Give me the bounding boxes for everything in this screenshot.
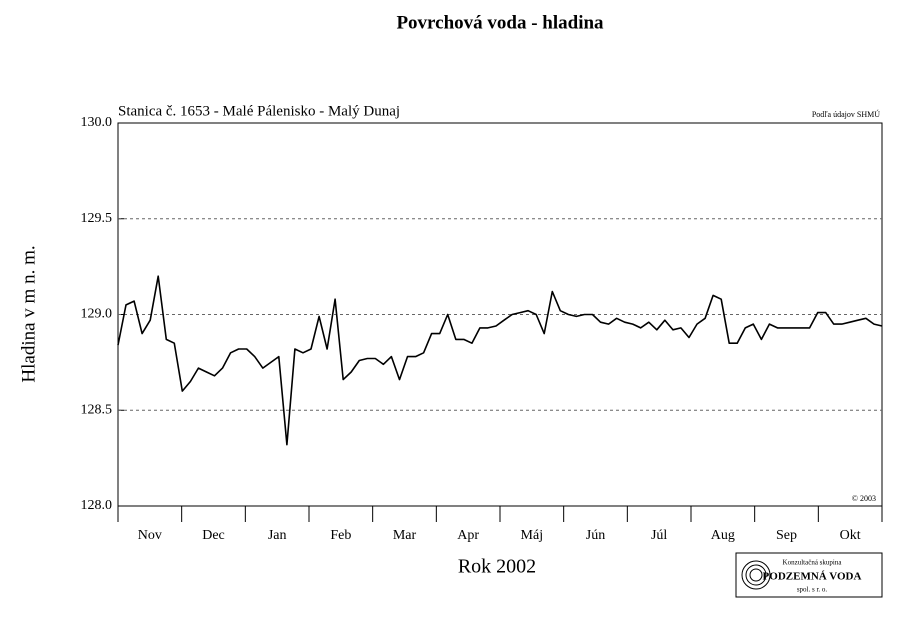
- y-tick-label: 129.0: [81, 307, 113, 322]
- logo-icon: [741, 560, 771, 590]
- x-axis-label: Rok 2002: [458, 556, 536, 578]
- x-tick-label: Nov: [138, 528, 162, 543]
- y-axis-label: Hladina v m n. m.: [18, 245, 39, 382]
- y-tick-label: 128.0: [81, 498, 113, 513]
- source-note: Podľa údajov SHMÚ: [812, 109, 880, 119]
- chart-subtitle: Stanica č. 1653 - Malé Pálenisko - Malý …: [118, 103, 400, 119]
- x-tick-label: Jan: [268, 528, 287, 543]
- x-tick-label: Dec: [202, 528, 225, 543]
- y-tick-label: 130.0: [81, 115, 113, 130]
- chart-title: Povrchová voda - hladina: [396, 12, 604, 33]
- x-tick-label: Mar: [393, 528, 417, 543]
- x-tick-label: Okt: [840, 528, 861, 543]
- line-series: [117, 275, 883, 446]
- copyright: © 2003: [852, 494, 876, 503]
- logo-frame: [735, 552, 883, 598]
- x-tick-label: Júl: [651, 528, 667, 543]
- logo-line3: spol. s r. o.: [797, 586, 828, 594]
- y-tick-label: 129.5: [81, 211, 113, 226]
- x-tick-label: Jún: [586, 528, 605, 543]
- logo-line2: PODZEMNÁ VODA: [763, 571, 862, 583]
- x-tick-label: Sep: [776, 528, 797, 543]
- x-tick-label: Aug: [711, 528, 735, 543]
- x-tick-label: Máj: [521, 528, 544, 543]
- y-tick-label: 128.5: [81, 402, 113, 417]
- logo-line1: Konzultačná skupina: [783, 559, 843, 567]
- logo: Konzultačná skupina PODZEMNÁ VODA spol. …: [735, 552, 883, 598]
- x-tick-label: Apr: [457, 528, 479, 543]
- x-tick-label: Feb: [330, 528, 351, 543]
